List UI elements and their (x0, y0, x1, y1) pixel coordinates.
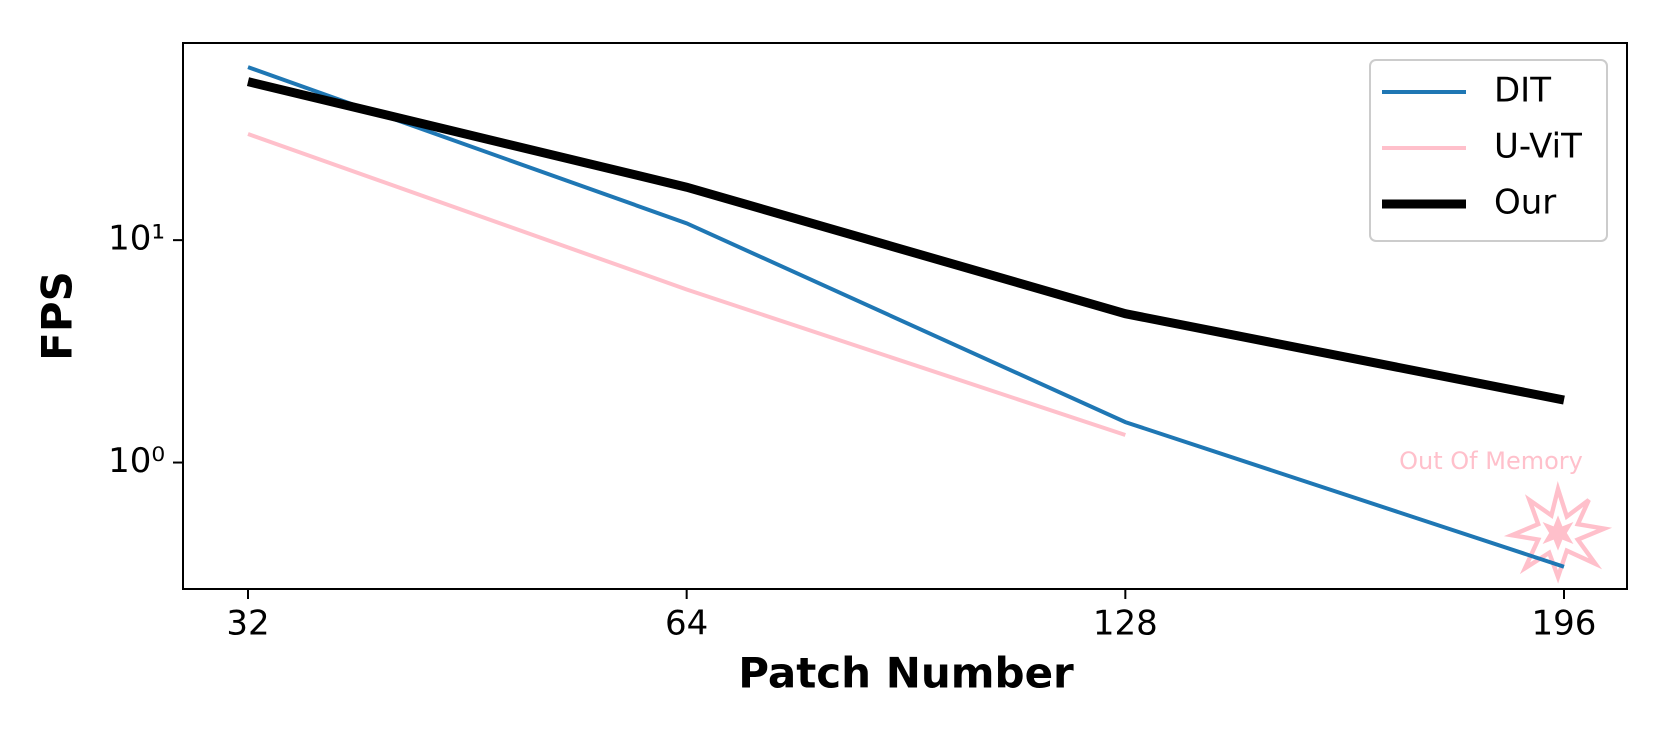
plot-frame (182, 42, 1628, 590)
line-series (247, 132, 1126, 437)
legend-label: Our (1494, 183, 1556, 223)
annotation: Out Of Memory (1399, 447, 1583, 475)
explosion-icon (1503, 480, 1613, 584)
x-tick-label: 32 (226, 604, 269, 644)
line-series (247, 65, 1565, 569)
legend-label: U-ViT (1494, 127, 1582, 167)
x-tick-label: 64 (665, 604, 708, 644)
legend-box (1369, 59, 1608, 242)
legend-label: DIT (1494, 71, 1551, 111)
y-axis-label: FPS (33, 271, 82, 361)
line-series (246, 77, 1565, 405)
y-tick-label: 10¹ (108, 219, 165, 259)
x-tick-label: 196 (1532, 604, 1597, 644)
x-axis-label: Patch Number (738, 649, 1074, 698)
x-tick-label: 128 (1093, 604, 1158, 644)
y-tick-label: 10⁰ (108, 441, 165, 481)
